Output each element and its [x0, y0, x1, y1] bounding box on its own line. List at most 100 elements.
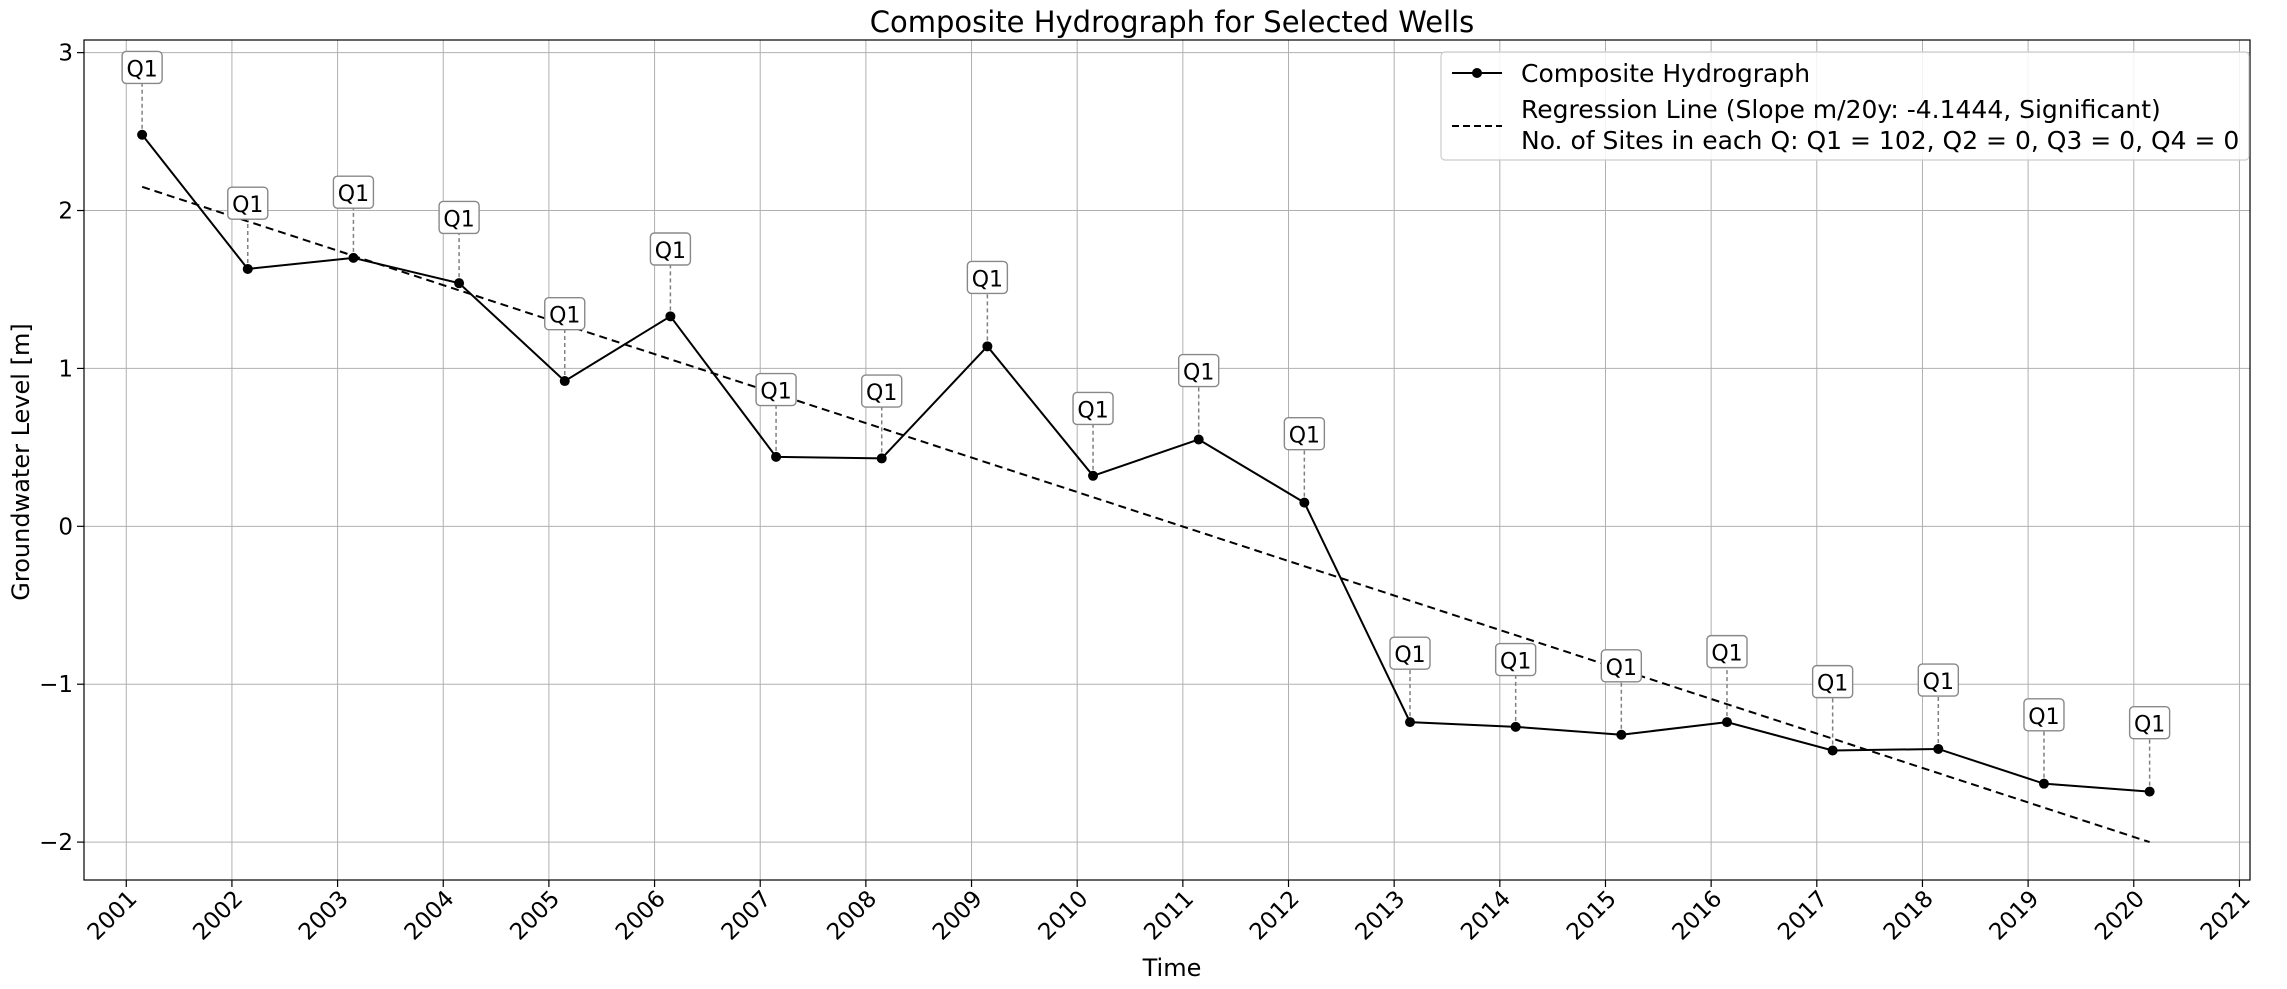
data-point: [1405, 717, 1416, 728]
x-tick-label: 2006: [611, 886, 671, 946]
data-point: [771, 451, 782, 462]
data-point: [454, 278, 465, 289]
data-point: [137, 129, 148, 140]
annotation-label: Q1: [1606, 656, 1637, 681]
x-tick-label: 2005: [505, 886, 565, 946]
annotation-box: [1283, 417, 1326, 451]
data-point: [2144, 786, 2155, 797]
x-tick-label: 2004: [400, 886, 460, 946]
x-tick-label: 2019: [1985, 886, 2045, 946]
annotation-box: [755, 372, 797, 407]
x-tick-label: 2013: [1351, 886, 1411, 946]
annotation-box: [227, 186, 269, 220]
y-axis-label: Groundwater Level [m]: [7, 323, 35, 600]
annotation-label: Q1: [972, 267, 1003, 292]
data-point: [348, 252, 359, 263]
x-tick-label: 2015: [1562, 886, 1622, 946]
y-tick-label: −1: [39, 672, 73, 698]
annotation-box: [121, 50, 163, 85]
annotation-label: Q1: [1077, 398, 1108, 423]
annotation-box: [1072, 391, 1114, 426]
annotation-box: [1177, 353, 1220, 388]
annotation-label: Q1: [443, 207, 474, 232]
plot-frame: [83, 39, 2251, 881]
x-tick-label: 2020: [2090, 886, 2150, 946]
legend-marker-icon: [1472, 68, 1482, 78]
data-point: [242, 263, 253, 274]
annotation-label: Q1: [549, 304, 580, 329]
annotation-box: [649, 232, 692, 266]
x-tick-label: 2008: [822, 886, 882, 946]
grid-lines: [84, 40, 2250, 880]
data-point: [1510, 721, 1521, 732]
data-point: [2038, 778, 2049, 789]
data-point: [1088, 470, 1099, 481]
x-tick-label: 2007: [717, 886, 777, 946]
annotation-box: [544, 297, 586, 331]
y-tick-label: 1: [58, 356, 73, 382]
x-tick-label: 2014: [1456, 886, 1516, 946]
annotation-box: [438, 200, 480, 235]
legend-regression-name: Regression Line (Slope m/20y: -4.1444, S…: [1521, 95, 2161, 124]
regression-line: [141, 185, 2150, 844]
legend-sites-count: No. of Sites in each Q: Q1 = 102, Q2 = 0…: [1521, 126, 2239, 155]
annotation-label: Q1: [1289, 424, 1320, 449]
data-point: [982, 341, 993, 352]
data-point: [665, 311, 676, 322]
annotation-box: [861, 374, 903, 408]
annotation-label: Q1: [1923, 670, 1954, 695]
annotation-box: [2128, 705, 2171, 740]
annotation-label: Q1: [760, 380, 791, 405]
annotation-box: [1494, 642, 1537, 677]
annotation-box: [1600, 649, 1643, 683]
annotation-label: Q1: [1394, 643, 1425, 668]
series-layer: Q1 Q1 Q1 Q1 Q1 Q1 Q1 Q1 Q1 Q1 Q1 Q1 Q1 Q1 Q1 Q1 Q1 Q1 Q1 Q1: [121, 50, 2171, 844]
data-point: [1721, 717, 1732, 728]
y-tick-label: 2: [58, 199, 73, 225]
x-tick-label: 2018: [1879, 886, 1939, 946]
x-tick-label: 2017: [1773, 886, 1833, 946]
data-point: [1933, 743, 1944, 754]
data-point: [1299, 497, 1310, 508]
annotation-label: Q1: [1183, 361, 1214, 386]
data-point: [1616, 729, 1627, 740]
y-tick-label: 3: [58, 41, 73, 67]
data-point: [1193, 434, 1204, 445]
y-tick-label: 0: [58, 514, 73, 540]
x-tick-label: 2012: [1245, 886, 1305, 946]
annotation-box: [1706, 634, 1748, 669]
annotation-label: Q1: [1711, 642, 1742, 667]
annotation-label: Q1: [232, 193, 263, 218]
annotation-box: [332, 175, 375, 209]
data-point: [1827, 745, 1838, 756]
annotation-label: Q1: [2134, 713, 2165, 738]
data-point: [559, 376, 570, 387]
y-tick-label: −2: [39, 830, 73, 856]
x-tick-label: 2003: [294, 886, 354, 946]
legend: Composite Hydrograph Regression Line (Sl…: [1440, 51, 2250, 161]
x-tick-label: 2002: [188, 886, 248, 946]
x-axis-label: Time: [1142, 954, 1202, 982]
annotation-label: Q1: [655, 239, 686, 264]
x-tick-label: 2016: [1668, 886, 1728, 946]
data-point: [876, 453, 887, 464]
chart-title: Composite Hydrograph for Selected Wells: [870, 5, 1475, 39]
legend-series-name: Composite Hydrograph: [1521, 59, 1810, 88]
annotation-label: Q1: [2028, 705, 2059, 730]
annotation-label: Q1: [1500, 650, 1531, 675]
annotation-label: Q1: [338, 182, 369, 207]
x-tick-label: 2021: [2196, 886, 2256, 946]
annotation-box: [1389, 636, 1431, 670]
composite-hydrograph-line: [141, 134, 2150, 793]
x-tick-label: 2001: [83, 886, 143, 946]
annotation-box: [966, 260, 1009, 295]
legend-box: [1440, 51, 2250, 161]
annotation-label: Q1: [1817, 672, 1848, 697]
x-tick-label: 2009: [928, 886, 988, 946]
annotation-label: Q1: [126, 57, 157, 82]
annotation-box: [2023, 698, 2065, 732]
x-tick-label: 2010: [1034, 886, 1094, 946]
annotation-box: [1917, 663, 1960, 697]
x-tick-label: 2011: [1139, 886, 1199, 946]
